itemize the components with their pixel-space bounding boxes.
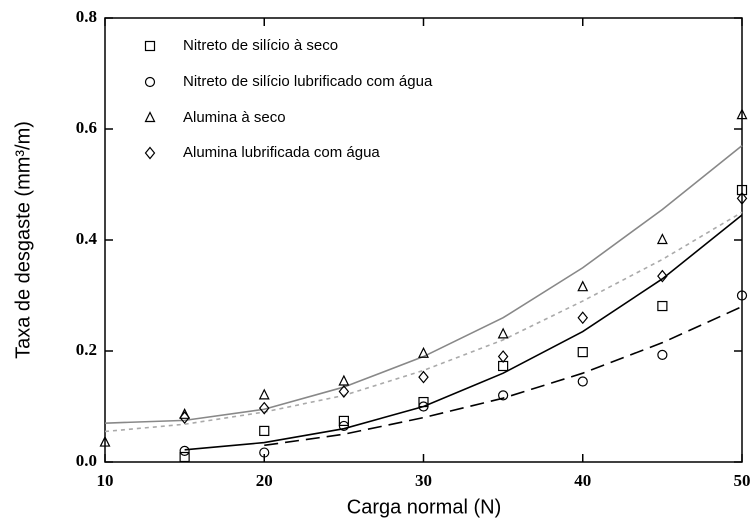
legend-label: Nitreto de silício lubrificado com água: [183, 73, 433, 90]
marker-triangle: [656, 233, 668, 245]
marker-triangle: [418, 346, 429, 358]
x-tick-label: 30: [415, 471, 432, 490]
x-tick-label: 50: [734, 471, 751, 490]
marker-circle: [338, 420, 349, 432]
marker-triangle: [497, 327, 509, 339]
y-tick-label: 0.0: [76, 451, 97, 470]
legend-marker: [144, 146, 156, 160]
x-tick-label: 40: [574, 471, 591, 490]
marker-square: [338, 415, 349, 427]
x-axis-label: Carga normal (N): [347, 496, 501, 518]
marker-diamond: [258, 401, 270, 415]
legend: Nitreto de silício à seco Nitreto de sil…: [183, 37, 433, 161]
legend-label: Alumina à seco: [183, 109, 286, 126]
marker-diamond: [497, 350, 509, 363]
legend-marker: [144, 40, 156, 52]
marker-triangle: [577, 280, 589, 292]
marker-triangle: [736, 108, 748, 120]
marker-triangle: [99, 435, 111, 447]
marker-circle: [736, 290, 748, 301]
x-tick-label: 10: [97, 471, 114, 490]
fit-curve: [264, 305, 743, 447]
x-tick-label: 20: [256, 471, 273, 490]
marker-diamond: [338, 385, 350, 398]
legend-marker: [144, 111, 156, 123]
marker-triangle: [258, 388, 270, 400]
marker-circle: [418, 401, 429, 412]
marker-circle: [179, 445, 190, 456]
marker-circle: [577, 376, 588, 387]
marker-circle: [259, 447, 270, 458]
marker-square: [657, 300, 668, 312]
y-tick-label: 0.2: [76, 340, 97, 359]
marker-diamond: [657, 269, 668, 283]
marker-diamond: [577, 311, 589, 325]
legend-label: Alumina lubrificada com água: [183, 144, 380, 161]
marker-square: [577, 347, 588, 358]
marker-triangle: [179, 407, 191, 419]
fit-curve: [104, 145, 743, 424]
fit-curve: [184, 214, 743, 451]
y-tick-label: 0.4: [76, 229, 98, 248]
marker-circle: [498, 390, 509, 401]
legend-label: Nitreto de silício à seco: [183, 37, 338, 54]
y-tick-label: 0.8: [76, 7, 97, 26]
y-tick-label: 0.6: [76, 118, 97, 137]
legend-marker: [144, 76, 156, 88]
marker-diamond: [179, 411, 190, 425]
y-axis-label: Taxa de desgaste (mm³/m): [12, 121, 34, 359]
marker-triangle: [338, 374, 350, 386]
marker-square: [418, 396, 429, 408]
marker-diamond: [736, 191, 748, 205]
marker-diamond: [418, 370, 429, 384]
marker-square: [259, 425, 270, 437]
marker-circle: [657, 349, 668, 360]
marker-square: [179, 451, 190, 463]
marker-square: [736, 184, 748, 196]
fit-curve: [104, 211, 743, 433]
